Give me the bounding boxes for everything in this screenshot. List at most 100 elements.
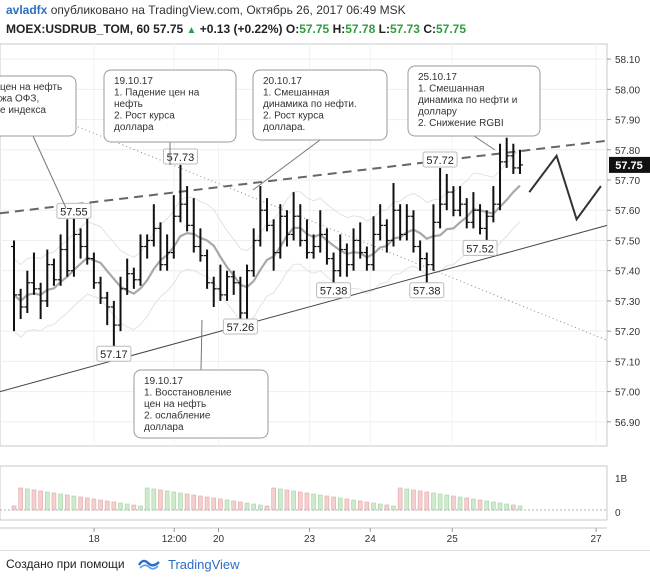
price-chart[interactable]: 58.10 58.00 57.90 57.80 57.70 57.60 57.50 57.40…: [0, 0, 650, 550]
price-label: 57.26: [227, 322, 255, 334]
volume-bar: [211, 497, 217, 511]
volume-bar: [491, 501, 496, 511]
y-tick-label: 56.90: [615, 418, 640, 429]
tradingview-link[interactable]: TradingView: [168, 557, 240, 572]
current-price-badge: [609, 156, 650, 173]
callout-pointer: [32, 135, 67, 209]
volume-bar: [25, 488, 30, 511]
price-label-box: [316, 282, 352, 299]
volume-bar: [384, 504, 390, 511]
last-price: 57.75: [153, 22, 184, 36]
y-tick-label: 58.10: [615, 55, 640, 66]
volume-bar: [238, 501, 243, 511]
callout-text: 1. Смешанная: [263, 88, 329, 99]
volume-pane: [0, 465, 608, 521]
tradingview-logo-icon: [137, 559, 160, 570]
volume-tick-label: 0: [615, 508, 621, 519]
resistance-trend-line: [0, 139, 608, 215]
volume-bar: [297, 491, 303, 511]
callout-text: 2. ослабление: [144, 410, 211, 422]
price-label: 57.17: [100, 349, 128, 361]
price-label: 57.73: [167, 152, 195, 164]
volume-bar: [111, 501, 117, 511]
callout-text: 1. Смешанная: [418, 84, 484, 95]
volume-bar: [44, 491, 50, 511]
volume-bar: [457, 496, 463, 511]
high-label: H:: [332, 22, 346, 36]
volume-bar: [497, 502, 503, 511]
volume-bar: [198, 495, 203, 511]
callout-text: 2. Снижение RGBI: [418, 118, 504, 129]
volume-bar: [244, 502, 250, 511]
callout-box: [133, 369, 269, 439]
volume-bar: [331, 496, 336, 511]
low-value: 57.73: [389, 22, 420, 36]
volume-bar: [437, 493, 443, 511]
volume-bar: [464, 497, 470, 511]
price-label: 57.38: [413, 286, 441, 298]
volume-bar: [64, 494, 70, 511]
volume-bar: [258, 504, 263, 511]
open-label: O:: [285, 22, 300, 36]
price-label-box: [422, 151, 458, 168]
open-value: 57.75: [299, 22, 330, 36]
price-label-box: [462, 239, 498, 256]
volume-bar: [171, 491, 177, 511]
callout-pointer: [252, 139, 321, 191]
x-tick-label: 18: [89, 534, 101, 545]
callout-box: [0, 75, 77, 137]
callout-text: жа ОФЗ,: [0, 94, 39, 105]
volume-bar: [118, 502, 123, 511]
callout-text: 2. Рост курса: [114, 111, 175, 122]
callout-box: [252, 69, 388, 141]
volume-bar: [144, 487, 150, 511]
x-tick-label: 27: [591, 534, 603, 545]
volume-bar: [471, 498, 476, 511]
callout-text: цен на нефть: [0, 81, 62, 93]
volume-bar: [344, 498, 350, 511]
callout-text: 19.10.17: [114, 76, 153, 87]
up-triangle-icon: ▲: [186, 25, 197, 36]
volume-bar: [218, 498, 223, 511]
volume-bar: [278, 488, 283, 511]
callout-text: доллару: [418, 107, 457, 118]
volume-bar: [191, 494, 197, 511]
volume-bar: [271, 487, 276, 511]
callout-text: доллара.: [263, 122, 305, 133]
price-label-box: [96, 345, 132, 362]
x-tick-label: 23: [304, 534, 316, 545]
y-tick-label: 58.00: [615, 85, 640, 96]
volume-bar: [184, 493, 190, 511]
volume-bar: [424, 491, 430, 511]
callout-pointer: [200, 319, 203, 371]
symbol-line: MOEX:USDRUB_TOM, 60 57.75 ▲ +0.13 (+0.22…: [6, 22, 466, 36]
volume-bar: [131, 504, 137, 511]
volume-bar: [58, 493, 63, 511]
volume-bar: [104, 500, 110, 511]
callout-text: 25.10.17: [418, 72, 457, 83]
volume-bar: [311, 493, 316, 511]
volume-bar: [417, 490, 423, 511]
volume-bar: [377, 503, 383, 511]
author-link[interactable]: avladfx: [6, 3, 48, 17]
volume-tick-label: 1B: [615, 474, 628, 485]
price-label: 57.72: [426, 155, 454, 167]
callout-text: 2. Рост курса: [263, 111, 324, 122]
volume-bar: [411, 489, 416, 511]
callout-text: доллара: [144, 422, 184, 433]
volume-bar: [264, 505, 270, 511]
volume-bar: [11, 505, 17, 511]
volume-bar: [224, 499, 230, 511]
volume-bar: [178, 492, 183, 511]
price-label-box: [162, 148, 198, 165]
volume-bar: [337, 497, 343, 511]
y-tick-label: 57.00: [615, 388, 640, 399]
volume-bar: [357, 500, 363, 511]
price-label: 57.38: [320, 286, 348, 298]
y-tick-label: 57.80: [615, 146, 640, 157]
volume-bar: [38, 490, 43, 511]
publish-line: avladfx опубликовано на TradingView.com,…: [6, 3, 406, 17]
volume-bar: [477, 499, 483, 511]
volume-bar: [317, 494, 323, 511]
callout-text: е индекса: [0, 105, 46, 116]
